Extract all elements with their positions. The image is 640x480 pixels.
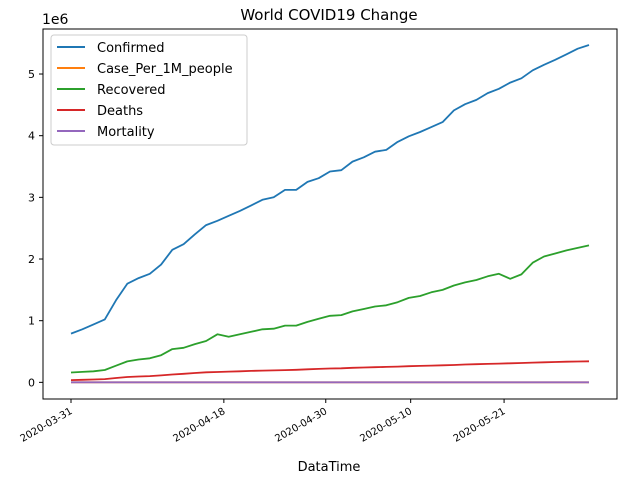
legend-entry: Recovered <box>97 83 166 98</box>
chart-title: World COVID19 Change <box>240 6 417 24</box>
y-tick-label: 4 <box>28 130 35 143</box>
series-line-confirmed <box>70 44 590 335</box>
legend-box <box>50 34 248 146</box>
series-line-deaths <box>70 360 590 381</box>
y-tick-label: 1 <box>28 315 35 328</box>
y-tick-label: 5 <box>28 68 35 81</box>
y-tick-label: 0 <box>28 376 35 389</box>
plot-area <box>70 44 590 384</box>
y-axis-offset-text: 1e6 <box>42 12 69 28</box>
legend-entry: Case_Per_1M_people <box>97 62 233 77</box>
legend: Confirmed Case_Per_1M_people Recovered Deat… <box>50 34 248 146</box>
x-axis-label: DataTime <box>298 460 361 475</box>
legend-entry: Deaths <box>97 104 143 119</box>
axes-frame <box>42 28 618 400</box>
legend-entry: Confirmed <box>97 41 165 56</box>
y-tick-label: 2 <box>28 253 35 266</box>
y-tick-label: 3 <box>28 191 35 204</box>
y-axis: 0 1 2 3 4 5 <box>28 68 43 389</box>
series-line-recovered <box>70 244 590 374</box>
legend-entry: Mortality <box>97 125 155 140</box>
